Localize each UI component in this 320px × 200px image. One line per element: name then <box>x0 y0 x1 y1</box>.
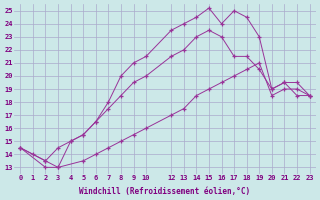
X-axis label: Windchill (Refroidissement éolien,°C): Windchill (Refroidissement éolien,°C) <box>79 187 251 196</box>
